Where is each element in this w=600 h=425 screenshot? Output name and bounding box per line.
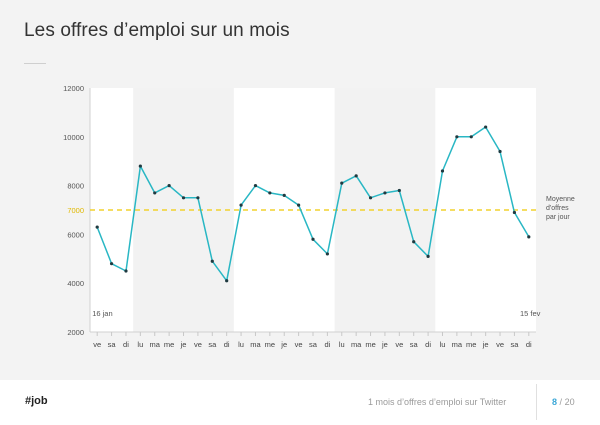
- y-tick-label: 12000: [63, 84, 84, 93]
- data-point: [196, 196, 200, 200]
- data-point: [239, 203, 243, 207]
- data-point: [412, 240, 416, 244]
- data-point: [311, 237, 315, 241]
- x-tick-label: ve: [93, 340, 101, 349]
- data-point: [512, 210, 517, 215]
- x-tick-label: ma: [150, 340, 161, 349]
- x-tick-label: ve: [295, 340, 303, 349]
- data-point: [138, 164, 142, 168]
- y-tick-label: 10000: [63, 133, 84, 142]
- page-separator: /: [559, 397, 563, 407]
- x-tick-label: je: [482, 340, 489, 349]
- data-point: [181, 196, 186, 200]
- data-point: [109, 262, 114, 266]
- data-point: [325, 252, 329, 256]
- y-tick-label: 6000: [67, 230, 84, 239]
- x-tick-label: di: [123, 340, 129, 349]
- x-tick-label: je: [280, 340, 287, 349]
- footer-divider: [536, 384, 537, 420]
- data-point: [455, 135, 459, 139]
- title-underline: [24, 63, 46, 64]
- x-tick-label: ma: [351, 340, 362, 349]
- data-point: [440, 169, 445, 173]
- data-point: [297, 203, 301, 207]
- x-tick-label: me: [365, 340, 375, 349]
- x-tick-label: me: [265, 340, 275, 349]
- page-title: Les offres d’emploi sur un mois: [24, 20, 290, 41]
- data-point: [383, 191, 387, 195]
- x-tick-label: sa: [510, 340, 519, 349]
- x-tick-label: je: [381, 340, 388, 349]
- data-point: [368, 196, 373, 200]
- data-point: [527, 235, 531, 239]
- x-tick-label: di: [224, 340, 230, 349]
- data-point: [498, 149, 502, 154]
- data-point: [95, 225, 99, 229]
- x-tick-label: lu: [137, 340, 143, 349]
- footer-caption: 1 mois d’offres d’emploi sur Twitter: [368, 397, 507, 407]
- x-tick-label: ma: [250, 340, 261, 349]
- x-tick-label: di: [526, 340, 532, 349]
- x-tick-label: lu: [440, 340, 446, 349]
- data-point: [340, 181, 344, 185]
- x-tick-label: di: [425, 340, 431, 349]
- y-tick-label: 4000: [67, 279, 84, 288]
- data-point: [124, 269, 128, 273]
- data-point: [469, 135, 473, 139]
- x-tick-label: lu: [339, 340, 345, 349]
- data-point: [153, 191, 157, 195]
- x-tick-label: ma: [452, 340, 463, 349]
- data-point: [210, 259, 214, 263]
- x-tick-label: sa: [309, 340, 318, 349]
- start-date-label: 16 jan: [92, 309, 112, 318]
- x-tick-label: me: [466, 340, 476, 349]
- data-point: [426, 254, 430, 258]
- x-tick-label: sa: [208, 340, 217, 349]
- x-tick-label: ve: [194, 340, 202, 349]
- footer: [0, 380, 600, 425]
- x-tick-label: ve: [395, 340, 403, 349]
- end-date-label: 15 fev: [520, 309, 541, 318]
- average-value-label: 7000: [67, 206, 84, 215]
- x-tick-label: di: [324, 340, 330, 349]
- y-tick-label: 8000: [67, 182, 84, 191]
- data-point: [282, 193, 286, 197]
- x-tick-label: sa: [108, 340, 117, 349]
- page-current: 8: [552, 397, 558, 407]
- footer-hashtag: #job: [25, 395, 48, 407]
- average-legend-line: Moyenne: [546, 196, 575, 203]
- data-point: [268, 191, 272, 195]
- page-total: 20: [564, 397, 575, 407]
- x-tick-label: me: [164, 340, 174, 349]
- data-point: [225, 279, 229, 283]
- x-tick-label: ve: [496, 340, 504, 349]
- data-point: [167, 184, 171, 188]
- x-tick-label: je: [180, 340, 187, 349]
- average-legend-line: d'offres: [546, 205, 569, 212]
- data-point: [354, 174, 358, 178]
- data-point: [253, 184, 258, 188]
- page-indicator: 8 / 20: [552, 397, 575, 407]
- x-tick-label: sa: [410, 340, 419, 349]
- x-tick-label: lu: [238, 340, 244, 349]
- week-band-2: [334, 88, 436, 332]
- data-point: [397, 188, 401, 193]
- data-point: [484, 125, 488, 129]
- average-legend-line: par jour: [546, 214, 570, 221]
- y-tick-label: 2000: [67, 328, 84, 337]
